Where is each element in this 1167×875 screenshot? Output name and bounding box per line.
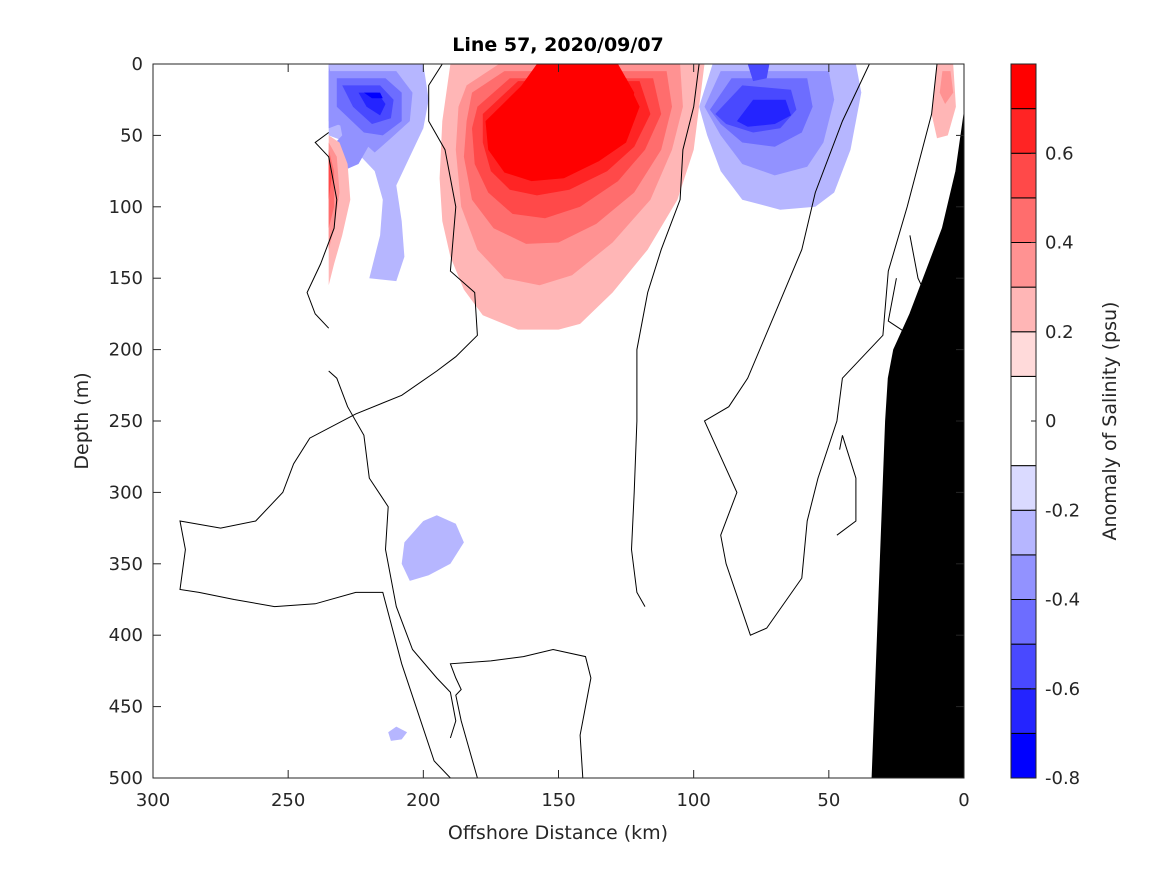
colorbar-tick-label: -0.4 [1045, 590, 1080, 611]
colorbar-segment [1010, 643, 1037, 690]
contour-fills [328, 64, 956, 741]
zero-contour-2 [630, 64, 700, 607]
y-tick-label: 300 [109, 482, 143, 503]
contour-fill-21 [363, 92, 383, 99]
colorbar-tick-label: 0 [1045, 411, 1056, 432]
x-tick-label: 50 [817, 790, 840, 811]
x-axis: 300 250 200 150 100 50 0 [136, 64, 970, 811]
contour-fill-13 [736, 99, 791, 127]
contour-fill-16 [328, 64, 375, 172]
colorbar-tick-label: 0.2 [1045, 322, 1074, 343]
x-tick-label: 150 [541, 790, 575, 811]
colorbar-segment [1010, 732, 1037, 779]
x-tick-label: 100 [676, 790, 710, 811]
land-polygon [871, 113, 964, 778]
land-mask [871, 113, 964, 778]
y-tick-label: 450 [109, 697, 143, 718]
y-tick-label: 200 [109, 340, 143, 361]
x-tick-label: 0 [958, 790, 969, 811]
zero-contour-1 [703, 64, 938, 636]
y-tick-label: 150 [109, 268, 143, 289]
colorbar-tick-label: 0.6 [1045, 143, 1074, 164]
colorbar-tick-label: 0.4 [1045, 233, 1074, 254]
colorbar-segment [1010, 63, 1037, 110]
zero-contour-4 [328, 370, 457, 739]
colorbar-segment [1010, 509, 1037, 556]
colorbar-segment [1010, 108, 1037, 154]
y-tick-label: 350 [109, 554, 143, 575]
x-axis-label: Offshore Distance (km) [448, 822, 668, 844]
contour-fill-6 [490, 64, 635, 172]
x-tick-label: 300 [136, 790, 170, 811]
zero-contour-0 [179, 64, 478, 778]
colorbar-segment [1010, 554, 1037, 600]
contour-fill-14 [747, 64, 770, 82]
colorbar-segment [1010, 197, 1037, 243]
y-tick-label: 400 [109, 625, 143, 646]
contour-fill-26 [401, 515, 464, 581]
chart-title: Line 57, 2020/09/07 [452, 34, 664, 56]
contour-fill-25 [328, 156, 332, 200]
x-tick-label: 250 [271, 790, 305, 811]
y-tick-label: 100 [109, 197, 143, 218]
y-axis: 0 50 100 150 200 250 300 350 400 450 500 [109, 54, 964, 789]
colorbar-segment [1010, 286, 1037, 333]
colorbar-tick-label: -0.8 [1045, 768, 1080, 789]
colorbar-segment [1010, 688, 1037, 734]
y-tick-label: 250 [109, 411, 143, 432]
colorbar-tick-label: -0.6 [1045, 679, 1080, 700]
colorbar-segment [1010, 599, 1037, 645]
colorbar-label: Anomaly of Salinity (psu) [1099, 302, 1121, 541]
colorbar-segment [1010, 242, 1037, 288]
colorbar-segment [1010, 152, 1037, 199]
colorbar: -0.8 -0.6 -0.4 -0.2 0 0.2 0.4 0.6 [1010, 63, 1080, 789]
zero-contour-6 [836, 435, 857, 536]
y-tick-label: 500 [109, 768, 143, 789]
y-tick-label: 50 [120, 125, 143, 146]
y-axis-label: Depth (m) [71, 372, 93, 469]
zero-contour-3 [306, 132, 338, 329]
colorbar-segment [1010, 465, 1037, 511]
contour-fill-8 [939, 71, 954, 104]
y-tick-label: 0 [132, 54, 143, 75]
colorbar-tick-label: -0.2 [1045, 500, 1080, 521]
zero-contours [179, 64, 938, 778]
zero-contour-5 [449, 648, 592, 778]
contour-fill-27 [388, 726, 408, 741]
x-tick-label: 200 [406, 790, 440, 811]
colorbar-segment [1010, 331, 1037, 377]
